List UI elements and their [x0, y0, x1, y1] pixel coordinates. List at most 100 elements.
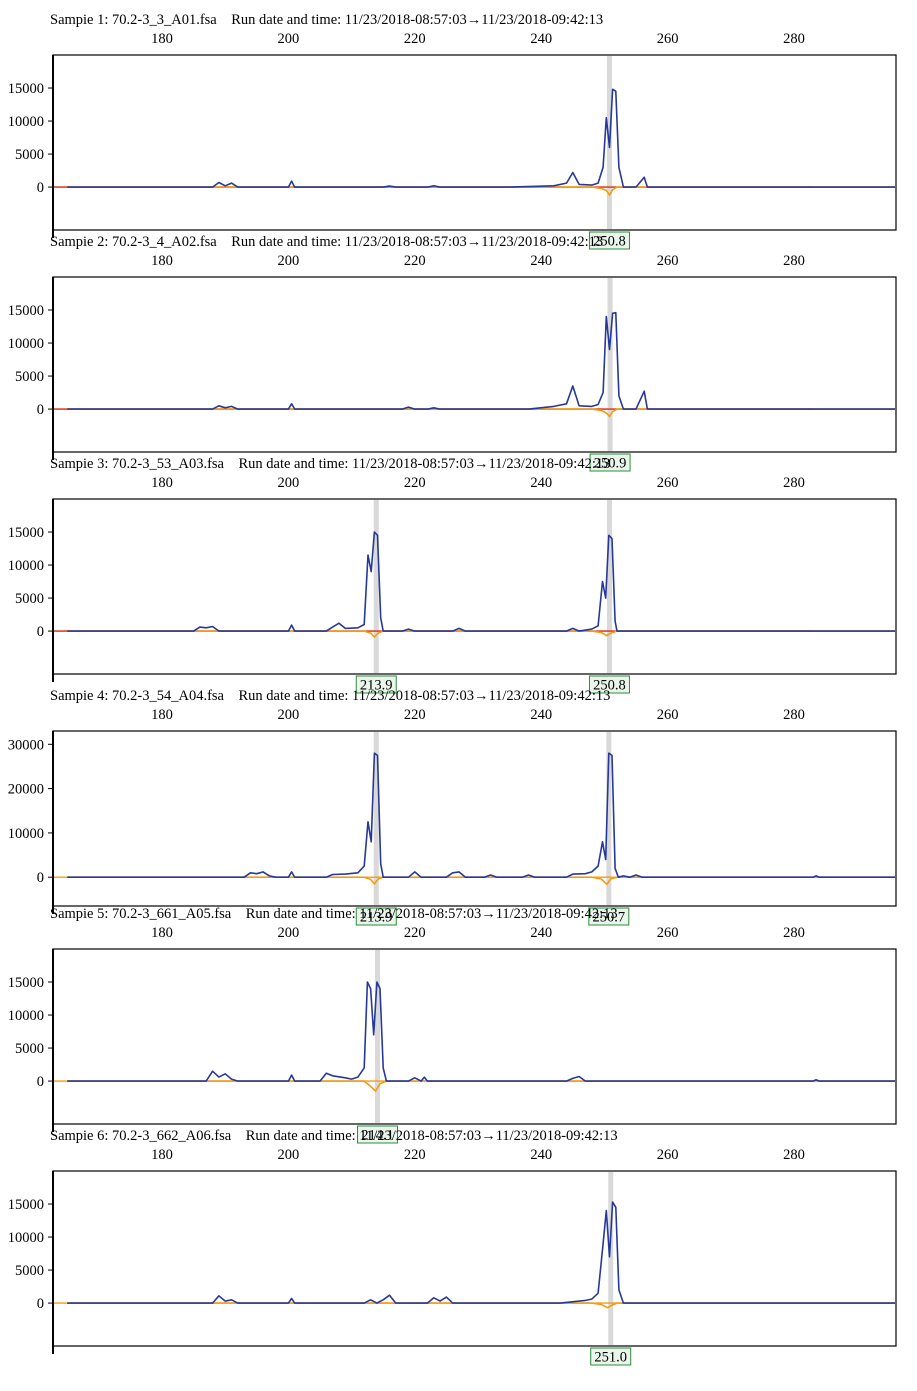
sample-header: Sampie 6: 70.2-3_662_A06.fsa Run date an… — [50, 1128, 618, 1144]
y-tick-label: 0 — [37, 1074, 44, 1090]
x-tick-label: 220 — [403, 253, 426, 269]
peak-highlight-band — [373, 500, 379, 673]
x-tick-label: 240 — [530, 1147, 553, 1163]
x-tick-label: 240 — [530, 925, 553, 941]
y-tick-label: 20000 — [8, 782, 44, 798]
peak-label-box — [588, 907, 630, 926]
sample-panel: Sampie 2: 70.2-3_4_A02.fsa Run date and … — [0, 234, 917, 472]
orange-trace — [67, 408, 895, 418]
x-axis-ticks: 180 200 220 240 260 280 — [0, 925, 917, 943]
x-tick-label: 260 — [656, 925, 679, 941]
x-tick-label: 220 — [403, 1147, 426, 1163]
plot-frame — [52, 730, 897, 907]
plot-area: 15000 10000 5000 0 213.9 250.8 — [8, 498, 897, 694]
y-tick-label: 10000 — [8, 558, 44, 574]
y-tick-label: 5000 — [15, 591, 44, 607]
x-tick-label: 200 — [277, 475, 300, 491]
y-tick-label: 10000 — [8, 336, 44, 352]
x-tick-label: 200 — [277, 1147, 300, 1163]
x-tick-label: 180 — [151, 925, 173, 941]
x-axis-ticks: 180 200 220 240 260 280 — [0, 707, 917, 725]
x-tick-label: 240 — [530, 707, 553, 723]
orange-trace — [67, 186, 895, 197]
x-tick-label: 280 — [783, 475, 805, 491]
x-tick-label: 220 — [403, 707, 426, 723]
y-tick-label: 10000 — [8, 114, 44, 130]
sample-header: Sampie 5: 70.2-3_661_A05.fsa Run date an… — [50, 906, 618, 922]
peak-label-box — [588, 675, 630, 694]
x-tick-label: 280 — [783, 707, 805, 723]
peak-highlight-band — [373, 732, 379, 905]
y-tick-label: 10000 — [8, 826, 44, 842]
plot-frame — [52, 948, 897, 1125]
plot-area: 15000 10000 5000 0 250.8 — [8, 54, 897, 250]
x-tick-label: 200 — [277, 707, 300, 723]
x-axis-ticks: 180 200 220 240 260 280 — [0, 253, 917, 271]
plot-frame — [52, 54, 897, 231]
x-tick-label: 200 — [277, 925, 300, 941]
blue-trace — [67, 752, 895, 878]
y-tick-label: 10000 — [8, 1230, 44, 1246]
sample-header: Sampie 4: 70.2-3_54_A04.fsa Run date and… — [50, 688, 611, 704]
peak-label: 250.7 — [593, 910, 626, 926]
x-tick-label: 240 — [530, 31, 553, 47]
blue-trace — [67, 88, 895, 188]
x-tick-label: 180 — [151, 707, 173, 723]
blue-trace — [67, 531, 895, 632]
x-tick-label: 180 — [151, 253, 173, 269]
peak-highlight-band — [608, 1172, 614, 1345]
x-tick-label: 280 — [783, 253, 805, 269]
x-tick-label: 280 — [783, 1147, 805, 1163]
peak-label-box — [588, 231, 630, 250]
peak-label: 213.9 — [360, 910, 393, 926]
y-tick-label: 0 — [37, 1296, 44, 1312]
y-tick-label: 15000 — [8, 81, 44, 97]
x-tick-label: 220 — [403, 31, 426, 47]
plot-frame — [52, 498, 897, 675]
orange-trace — [67, 1302, 895, 1309]
peak-highlight-band — [606, 500, 612, 673]
x-tick-label: 260 — [656, 31, 679, 47]
y-tick-label: 5000 — [15, 369, 44, 385]
x-tick-label: 180 — [151, 1147, 173, 1163]
orange-trace — [67, 876, 895, 886]
sample-panel: Sampie 6: 70.2-3_662_A06.fsa Run date an… — [0, 1128, 917, 1366]
x-tick-label: 260 — [656, 1147, 679, 1163]
y-tick-label: 15000 — [8, 1197, 44, 1213]
y-tick-label: 5000 — [15, 1041, 44, 1057]
sample-header: Sampie 3: 70.2-3_53_A03.fsa Run date and… — [50, 456, 611, 472]
sample-panel: Sampie 4: 70.2-3_54_A04.fsa Run date and… — [0, 688, 917, 926]
x-tick-label: 280 — [783, 925, 805, 941]
plot-area: 15000 10000 5000 0 250.9 — [8, 276, 897, 472]
sample-header: Sampie 2: 70.2-3_4_A02.fsa Run date and … — [50, 234, 604, 250]
x-axis-ticks: 180 200 220 240 260 280 — [0, 1147, 917, 1165]
peak-highlight-band — [375, 950, 381, 1123]
peak-highlight-band — [607, 278, 613, 451]
y-tick-label: 15000 — [8, 975, 44, 991]
x-axis-ticks: 180 200 220 240 260 280 — [0, 475, 917, 493]
plot-frame — [52, 276, 897, 453]
y-tick-label: 5000 — [15, 1263, 44, 1279]
y-tick-label: 0 — [37, 870, 44, 886]
peak-label: 250.8 — [593, 678, 626, 694]
plot-area: 15000 10000 5000 0 214.1 — [8, 948, 897, 1144]
peak-label: 213.9 — [360, 678, 393, 694]
peak-highlight-band — [606, 732, 612, 905]
peak-label: 250.9 — [594, 456, 627, 472]
plot-frame — [52, 1170, 897, 1347]
x-tick-label: 260 — [656, 253, 679, 269]
x-tick-label: 200 — [277, 253, 300, 269]
y-tick-label: 10000 — [8, 1008, 44, 1024]
x-tick-label: 200 — [277, 31, 300, 47]
x-tick-label: 220 — [403, 475, 426, 491]
y-tick-label: 30000 — [8, 737, 44, 753]
y-tick-label: 15000 — [8, 303, 44, 319]
peak-label-box — [589, 453, 631, 472]
x-tick-label: 260 — [656, 707, 679, 723]
y-tick-label: 5000 — [15, 147, 44, 163]
peak-label-box — [355, 907, 397, 926]
sample-panel: Sampie 1: 70.2-3_3_A01.fsa Run date and … — [0, 12, 917, 250]
peak-label: 250.8 — [593, 234, 626, 250]
sample-header: Sampie 1: 70.2-3_3_A01.fsa Run date and … — [50, 12, 604, 28]
